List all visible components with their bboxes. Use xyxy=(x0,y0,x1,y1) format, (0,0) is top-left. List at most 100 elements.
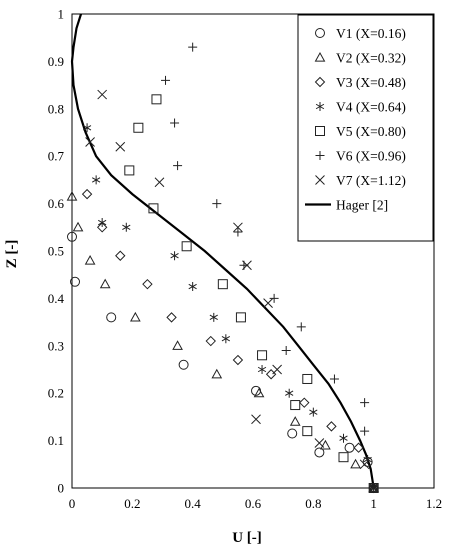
data-point-circle xyxy=(344,442,355,453)
data-point-diamond xyxy=(299,397,310,408)
y-tick-label: 0.6 xyxy=(48,196,65,211)
legend-swatch-circle xyxy=(315,28,325,38)
legend-label: V4 (X=0.64) xyxy=(336,100,406,115)
legend-label: Hager [2] xyxy=(336,198,388,213)
data-point-cross xyxy=(359,459,370,470)
data-point-diamond xyxy=(115,250,126,261)
data-point-cross xyxy=(154,177,165,188)
data-point-plus xyxy=(360,398,370,408)
data-point-square xyxy=(148,203,159,214)
data-point-asterisk xyxy=(257,365,267,374)
y-tick-label: 0.8 xyxy=(48,101,64,116)
x-tick-label: 0.2 xyxy=(124,496,140,511)
data-point-triangle xyxy=(211,368,223,379)
data-point-cross xyxy=(251,414,261,425)
data-point-triangle xyxy=(253,387,265,398)
y-axis-title: Z [-] xyxy=(4,240,20,269)
data-point-cross xyxy=(368,483,379,493)
data-point-plus xyxy=(173,161,183,171)
data-point-asterisk xyxy=(339,433,348,443)
data-point-plus xyxy=(170,118,180,128)
data-point-square xyxy=(257,350,268,361)
data-point-asterisk xyxy=(285,388,294,398)
curve-layer xyxy=(70,13,375,489)
legend-swatch-asterisk xyxy=(315,102,325,111)
data-point-diamond xyxy=(205,335,216,347)
data-point-diamond xyxy=(96,222,108,233)
data-point-plus xyxy=(329,374,339,384)
x-tick-label: 0.8 xyxy=(305,496,321,511)
y-tick-label: 0.1 xyxy=(48,433,64,448)
legend-swatch-square xyxy=(315,126,325,136)
data-point-square xyxy=(151,94,162,105)
data-point-diamond xyxy=(142,278,153,290)
data-point-circle xyxy=(178,359,189,370)
data-point-cross xyxy=(97,89,108,100)
data-point-asterisk xyxy=(309,407,318,417)
data-point-triangle xyxy=(72,221,84,232)
data-point-plus xyxy=(296,322,306,332)
y-tick-label: 0.2 xyxy=(48,386,64,401)
y-tick-label: 0.9 xyxy=(48,54,64,69)
data-point-circle xyxy=(70,276,81,287)
data-point-plus xyxy=(269,293,279,303)
legend-swatch-diamond xyxy=(314,76,326,88)
data-point-cross xyxy=(85,137,95,147)
data-point-asterisk xyxy=(170,251,179,261)
data-point-square xyxy=(302,373,313,384)
y-tick-label: 0 xyxy=(58,481,65,496)
data-point-cross xyxy=(272,364,282,375)
data-point-cross xyxy=(263,298,273,308)
data-point-square xyxy=(302,426,313,437)
data-point-triangle xyxy=(130,311,141,322)
y-tick-label: 0.7 xyxy=(48,149,65,164)
legend-label: V6 (X=0.96) xyxy=(336,149,406,164)
data-point-square xyxy=(124,165,135,176)
data-point-cross xyxy=(233,222,243,233)
data-point-square xyxy=(290,400,301,411)
marker-layer xyxy=(66,42,380,494)
data-point-square xyxy=(181,241,192,252)
y-tick-label: 0.5 xyxy=(48,244,64,259)
data-point-circle xyxy=(287,428,298,439)
legend-label: V1 (X=0.16) xyxy=(336,26,406,41)
data-point-diamond xyxy=(232,354,244,366)
legend-label: V3 (X=0.48) xyxy=(336,75,406,90)
x-axis-title: U [-] xyxy=(232,530,262,546)
legend-box xyxy=(297,14,434,242)
data-point-plus xyxy=(161,75,171,85)
data-point-diamond xyxy=(353,442,364,453)
data-point-diamond xyxy=(166,312,177,323)
legend-label: V7 (X=1.12) xyxy=(336,173,406,188)
data-point-asterisk xyxy=(221,334,231,344)
data-point-asterisk xyxy=(82,123,92,133)
x-tick-label: 1 xyxy=(370,496,377,511)
data-point-square xyxy=(133,122,144,133)
data-point-asterisk xyxy=(122,222,131,232)
x-tick-label: 0.4 xyxy=(185,496,202,511)
data-point-triangle xyxy=(99,278,111,289)
plot-frame xyxy=(71,13,435,489)
data-point-asterisk xyxy=(98,218,107,228)
data-point-diamond xyxy=(326,421,337,432)
data-point-triangle xyxy=(350,458,361,469)
data-point-cross xyxy=(115,141,126,152)
data-point-triangle xyxy=(66,190,78,201)
y-tick-label: 0.3 xyxy=(48,338,64,353)
data-point-asterisk xyxy=(363,455,372,465)
data-point-cross xyxy=(314,438,325,448)
x-tick-label: 0.6 xyxy=(245,496,262,511)
legend-swatch-triangle xyxy=(314,51,326,62)
data-point-triangle xyxy=(84,254,96,265)
x-tick-label: 1.2 xyxy=(426,496,442,511)
data-point-asterisk xyxy=(209,312,218,322)
data-point-square xyxy=(217,279,228,290)
legend-label: V2 (X=0.32) xyxy=(336,51,406,66)
data-point-triangle xyxy=(172,340,183,350)
data-point-square xyxy=(235,312,246,323)
data-point-triangle xyxy=(320,439,331,450)
data-point-asterisk xyxy=(188,282,197,292)
data-point-asterisk xyxy=(91,175,101,185)
data-point-cross xyxy=(242,260,252,271)
